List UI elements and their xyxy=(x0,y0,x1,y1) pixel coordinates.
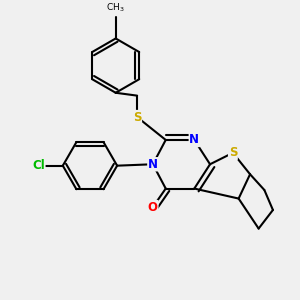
Text: S: S xyxy=(229,146,237,159)
Text: N: N xyxy=(189,134,199,146)
Text: Cl: Cl xyxy=(32,159,45,172)
Text: S: S xyxy=(133,111,141,124)
Text: O: O xyxy=(148,201,158,214)
Text: CH$_3$: CH$_3$ xyxy=(106,2,125,14)
Text: N: N xyxy=(148,158,158,171)
